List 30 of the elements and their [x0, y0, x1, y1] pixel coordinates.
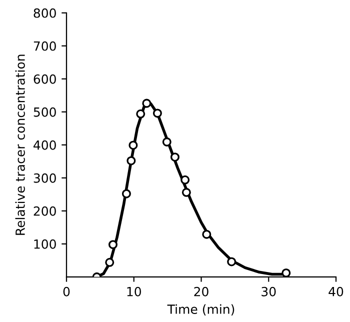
y-tick-label: 300	[34, 173, 56, 183]
point	[202, 230, 212, 239]
point	[170, 152, 180, 162]
point	[162, 137, 172, 146]
y-axis-title: Relative tracer concentration	[15, 54, 25, 235]
point	[182, 188, 191, 197]
point	[128, 140, 138, 150]
point	[122, 189, 131, 198]
y-tick-label: 600	[34, 74, 56, 84]
x-tick-label: 0	[63, 286, 70, 296]
y-tick-label: 200	[34, 206, 56, 216]
y-tick-label: 100	[34, 239, 56, 249]
x-axis-title: Time (min)	[167, 304, 234, 316]
x-tick-label: 40	[328, 286, 344, 296]
x-tick-label: 10	[127, 286, 141, 296]
y-tick-label: 800	[34, 8, 56, 18]
x-tick-label: 20	[194, 286, 208, 296]
point	[126, 156, 136, 166]
point	[227, 257, 236, 266]
y-tick-label: 500	[34, 107, 56, 117]
y-tick-label: 700	[34, 41, 56, 51]
x-tick-label: 30	[262, 286, 276, 296]
point	[136, 109, 146, 118]
point	[152, 108, 162, 118]
point	[180, 175, 190, 184]
point	[105, 258, 114, 267]
point	[282, 268, 291, 277]
point	[142, 98, 152, 108]
y-tick-label: 400	[34, 140, 56, 150]
point	[108, 240, 118, 250]
